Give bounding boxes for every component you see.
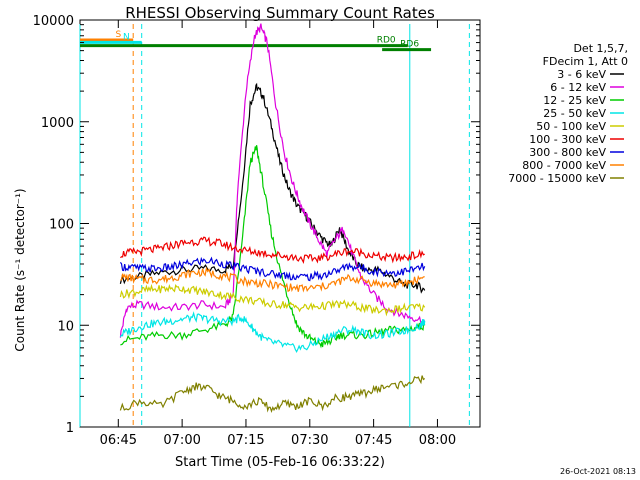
legend-entry-label: 3 - 6 keV bbox=[557, 68, 606, 81]
x-tick-label: 07:30 bbox=[291, 433, 328, 448]
legend-entry-label: 50 - 100 keV bbox=[536, 120, 606, 133]
legend-entry-label: 100 - 300 keV bbox=[529, 133, 606, 146]
series-line-1 bbox=[119, 23, 426, 338]
state-bar-label: N bbox=[123, 32, 130, 42]
chart-title: RHESSI Observing Summary Count Rates bbox=[125, 4, 435, 22]
state-bar-label: S bbox=[115, 30, 121, 40]
series-line-2 bbox=[120, 145, 426, 349]
legend-entry-label: 7000 - 15000 keV bbox=[508, 172, 606, 185]
axes: 06:45 07:00 07:15 07:30 07:45 08:00 1 10 100 1000… bbox=[33, 14, 480, 448]
x-tick-label: 08:00 bbox=[419, 433, 456, 448]
legend-header: FDecim 1, Att 0 bbox=[543, 55, 628, 68]
series-line-0 bbox=[119, 82, 426, 294]
y-tick-label: 1 bbox=[66, 421, 74, 436]
series-line-7 bbox=[120, 266, 425, 293]
series-line-8 bbox=[119, 375, 426, 414]
x-tick-label: 07:45 bbox=[355, 433, 392, 448]
x-tick-label: 07:15 bbox=[227, 433, 264, 448]
legend-header: Det 1,5,7, bbox=[573, 42, 628, 55]
legend-entry-label: 25 - 50 keV bbox=[543, 107, 606, 120]
y-tick-label: 1000 bbox=[41, 116, 74, 131]
legend-entry-label: 300 - 800 keV bbox=[529, 146, 606, 159]
series-lines bbox=[119, 23, 426, 414]
y-tick-label: 10 bbox=[57, 319, 74, 334]
state-bar-label: RD0 bbox=[377, 36, 396, 46]
state-bars: S N RD0 RD6 bbox=[80, 30, 432, 52]
x-tick-label: 06:45 bbox=[100, 433, 137, 448]
series-line-6 bbox=[119, 256, 426, 282]
vertical-markers bbox=[79, 24, 470, 427]
timestamp: 26-Oct-2021 08:13 bbox=[560, 467, 636, 476]
series-line-4 bbox=[119, 283, 426, 317]
legend-entry-label: 6 - 12 keV bbox=[550, 81, 606, 94]
legend-entry-label: 800 - 7000 keV bbox=[522, 159, 606, 172]
plot-border bbox=[79, 19, 481, 428]
series-line-3 bbox=[119, 311, 426, 353]
y-axis-label: Count Rate (s⁻¹ detector⁻¹) bbox=[13, 188, 27, 351]
y-tick-label: 10000 bbox=[33, 14, 74, 29]
series-line-5 bbox=[120, 236, 425, 265]
legend-entry-label: 12 - 25 keV bbox=[543, 94, 606, 107]
plot-frame bbox=[79, 19, 481, 428]
x-tick-label: 07:00 bbox=[163, 433, 200, 448]
y-tick-label: 100 bbox=[49, 218, 74, 233]
state-bar-label: RD6 bbox=[400, 40, 419, 50]
x-axis-label: Start Time (05-Feb-16 06:33:22) bbox=[175, 455, 385, 470]
